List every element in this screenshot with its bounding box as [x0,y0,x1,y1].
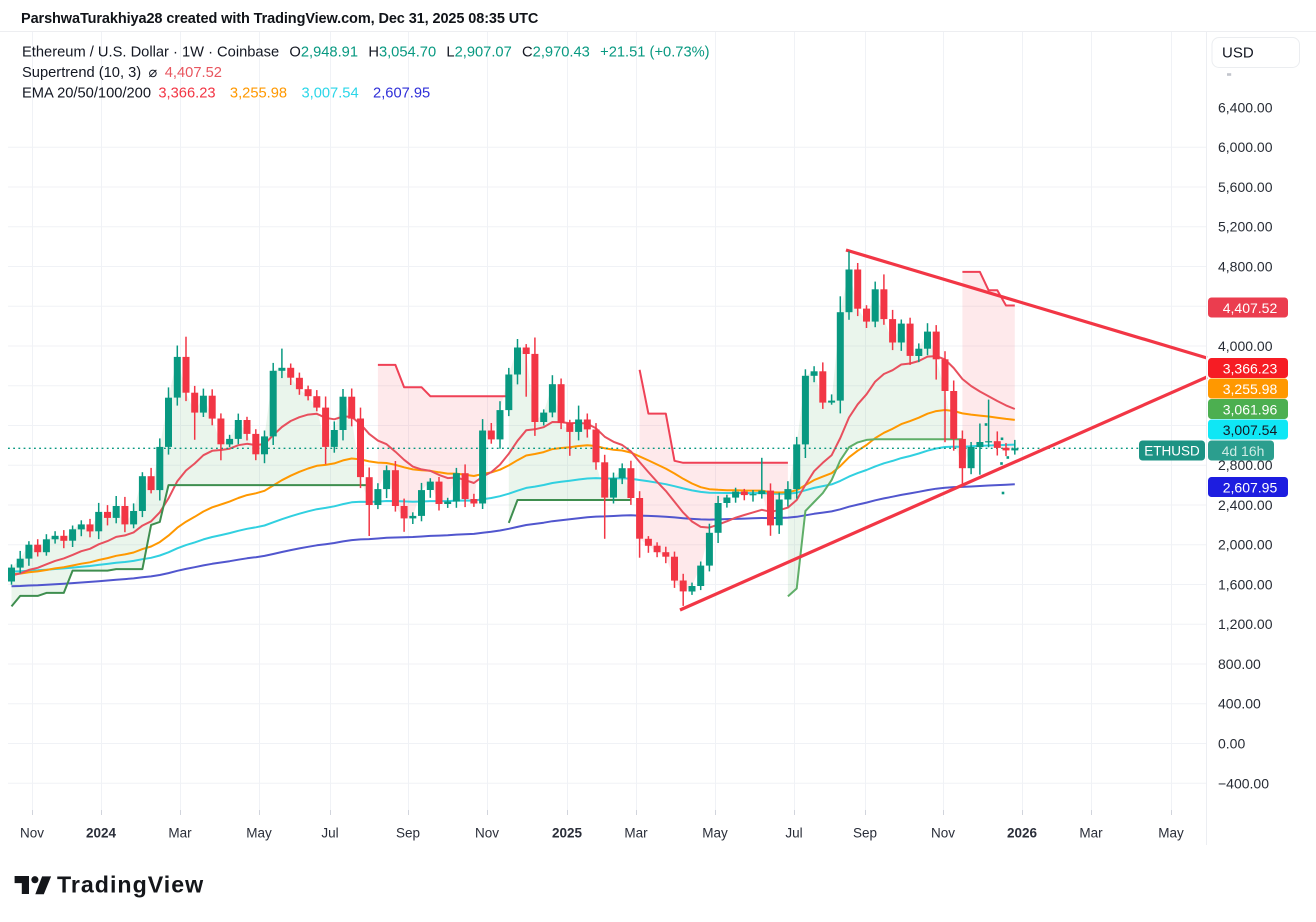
svg-text:Mar: Mar [1079,826,1103,841]
svg-text:May: May [1158,826,1184,841]
svg-text:4,407.52: 4,407.52 [1223,300,1278,316]
svg-text:5,600.00: 5,600.00 [1218,179,1273,195]
svg-text:Jul: Jul [785,826,802,841]
svg-text:2,400.00: 2,400.00 [1218,497,1273,513]
svg-text:3,366.23: 3,366.23 [1223,361,1278,377]
svg-text:Nov: Nov [475,826,499,841]
svg-text:Sep: Sep [396,826,420,841]
svg-text:1,600.00: 1,600.00 [1218,577,1273,593]
svg-text:2,800.00: 2,800.00 [1218,457,1273,473]
svg-text:May: May [702,826,728,841]
svg-text:ETHUSD: ETHUSD [1144,444,1200,459]
svg-text:4d 16h: 4d 16h [1222,443,1265,459]
svg-text:1,200.00: 1,200.00 [1218,616,1273,632]
svg-text:Sep: Sep [853,826,877,841]
svg-text:2024: 2024 [86,826,117,841]
svg-text:2026: 2026 [1007,826,1038,841]
svg-text:ParshwaTurakhiya28 created wit: ParshwaTurakhiya28 created with TradingV… [21,11,539,27]
svg-text:2,000.00: 2,000.00 [1218,537,1273,553]
svg-text:2025: 2025 [552,826,583,841]
svg-text:Mar: Mar [624,826,648,841]
svg-text:4,800.00: 4,800.00 [1218,259,1273,275]
svg-text:6,000.00: 6,000.00 [1218,139,1273,155]
svg-text:800.00: 800.00 [1218,656,1261,672]
svg-text:3,255.98: 3,255.98 [1223,381,1278,397]
svg-text:5,200.00: 5,200.00 [1218,219,1273,235]
svg-text:−400.00: −400.00 [1218,775,1269,791]
svg-text:Nov: Nov [931,826,955,841]
svg-text:4,000.00: 4,000.00 [1218,338,1273,354]
svg-text:2,607.95: 2,607.95 [1223,480,1278,496]
svg-text:May: May [246,826,272,841]
svg-text:Nov: Nov [20,826,44,841]
svg-text:3,061.96: 3,061.96 [1223,402,1278,418]
svg-text:3,007.54: 3,007.54 [1223,422,1278,438]
svg-text:Supertrend (10, 3) ⌀ 4,407.52: Supertrend (10, 3) ⌀ 4,407.52 [22,65,222,81]
svg-text:EMA 20/50/100/200 3,366.23 3: EMA 20/50/100/200 3,366.23 3,255.98 3,00… [22,86,430,102]
svg-text:6,400.00: 6,400.00 [1218,100,1273,116]
svg-text:USD: USD [1222,45,1254,62]
svg-text:TradingView: TradingView [57,871,204,897]
svg-text:Mar: Mar [168,826,192,841]
svg-text:0.00: 0.00 [1218,736,1245,752]
svg-text:Jul: Jul [321,826,338,841]
svg-text:Ethereum / U.S. Dollar · 1W ·: Ethereum / U.S. Dollar · 1W · Coinbase O… [22,45,710,61]
svg-text:400.00: 400.00 [1218,696,1261,712]
